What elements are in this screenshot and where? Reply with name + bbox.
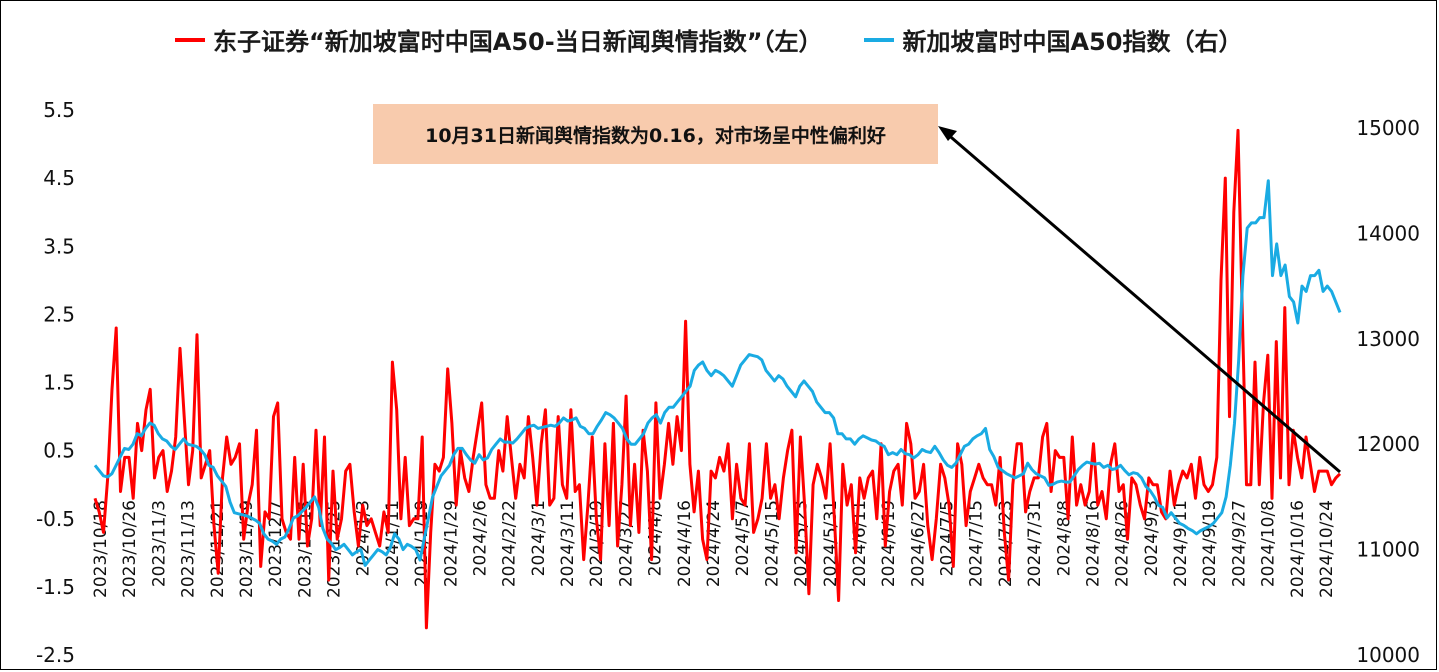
annotation-callout: 10月31日新闻舆情指数为0.16，对市场呈中性偏利好 [373, 104, 938, 164]
x-tick-label: 2024/9/3 [1142, 500, 1162, 576]
x-tick-label: 2023/10/18 [91, 500, 111, 598]
legend-item-sentiment: 东子证券“新加坡富时中国A50-当日新闻舆情指数”（左） [175, 22, 822, 57]
x-tick-label: 2024/9/11 [1171, 500, 1191, 587]
y-right-tick-label: 11000 [1356, 538, 1420, 562]
legend-swatch-index [864, 37, 895, 42]
y-left-tick-label: -2.5 [36, 643, 75, 667]
x-tick-label: 2023/11/13 [179, 500, 199, 598]
x-tick-label: 2024/3/11 [558, 500, 578, 587]
y-left-tick-label: -1.5 [36, 575, 75, 599]
x-tick-label: 2024/1/3 [354, 500, 374, 576]
x-tick-label: 2024/8/16 [1083, 500, 1103, 587]
legend-swatch-sentiment [175, 37, 205, 42]
x-tick-label: 2024/9/19 [1200, 500, 1220, 587]
x-tick-label: 2024/5/15 [762, 500, 782, 587]
y-left-tick-label: 5.5 [43, 98, 75, 122]
x-tick-label: 2024/10/8 [1259, 500, 1279, 587]
legend-item-index: 新加坡富时中国A50指数（右） [864, 22, 1242, 57]
annotation-arrow-line [944, 130, 1341, 474]
x-tick-label: 2024/5/7 [733, 500, 753, 576]
chart-legend: 东子证券“新加坡富时中国A50-当日新闻舆情指数”（左） 新加坡富时中国A50指… [175, 22, 1284, 57]
y-left-tick-label: 2.5 [43, 302, 75, 326]
x-tick-label: 2023/11/21 [208, 500, 228, 598]
annotation-arrow-head [938, 126, 957, 141]
y-left-tick-label: 3.5 [43, 234, 75, 258]
series-line-sentiment [93, 128, 1342, 630]
y-left-tick-label: 4.5 [43, 166, 75, 190]
x-tick-label: 2024/7/31 [1025, 500, 1045, 587]
y-right-tick-label: 15000 [1356, 116, 1420, 140]
y-right-tick-label: 13000 [1356, 327, 1420, 351]
y-right-tick-label: 14000 [1356, 221, 1420, 245]
y-left-tick-label: 1.5 [43, 371, 75, 395]
x-tick-label: 2024/1/29 [441, 500, 461, 587]
y-right-tick-label: 12000 [1356, 432, 1420, 456]
y-left-tick-label: 0.5 [43, 439, 75, 463]
x-tick-label: 2024/2/22 [500, 500, 520, 587]
x-tick-label: 2024/2/6 [470, 500, 490, 576]
x-tick-label: 2024/6/27 [908, 500, 928, 587]
legend-label-sentiment: 东子证券“新加坡富时中国A50-当日新闻舆情指数”（左） [213, 28, 823, 56]
x-tick-label: 2024/10/16 [1288, 500, 1308, 598]
x-tick-label: 2024/4/16 [675, 500, 695, 587]
x-tick-label: 2024/3/1 [529, 500, 549, 576]
x-tick-label: 2024/8/8 [1054, 500, 1074, 576]
series-line-index [93, 179, 1342, 567]
x-tick-label: 2024/9/27 [1229, 500, 1249, 587]
y-right-tick-label: 10000 [1356, 643, 1420, 667]
y-left-tick-label: -0.5 [36, 507, 75, 531]
x-tick-label: 2023/10/26 [120, 500, 140, 598]
x-tick-label: 2024/7/15 [967, 500, 987, 587]
x-tick-label: 2024/10/24 [1317, 500, 1337, 598]
x-tick-label: 2023/11/3 [149, 500, 169, 587]
legend-label-index: 新加坡富时中国A50指数（右） [902, 28, 1243, 56]
